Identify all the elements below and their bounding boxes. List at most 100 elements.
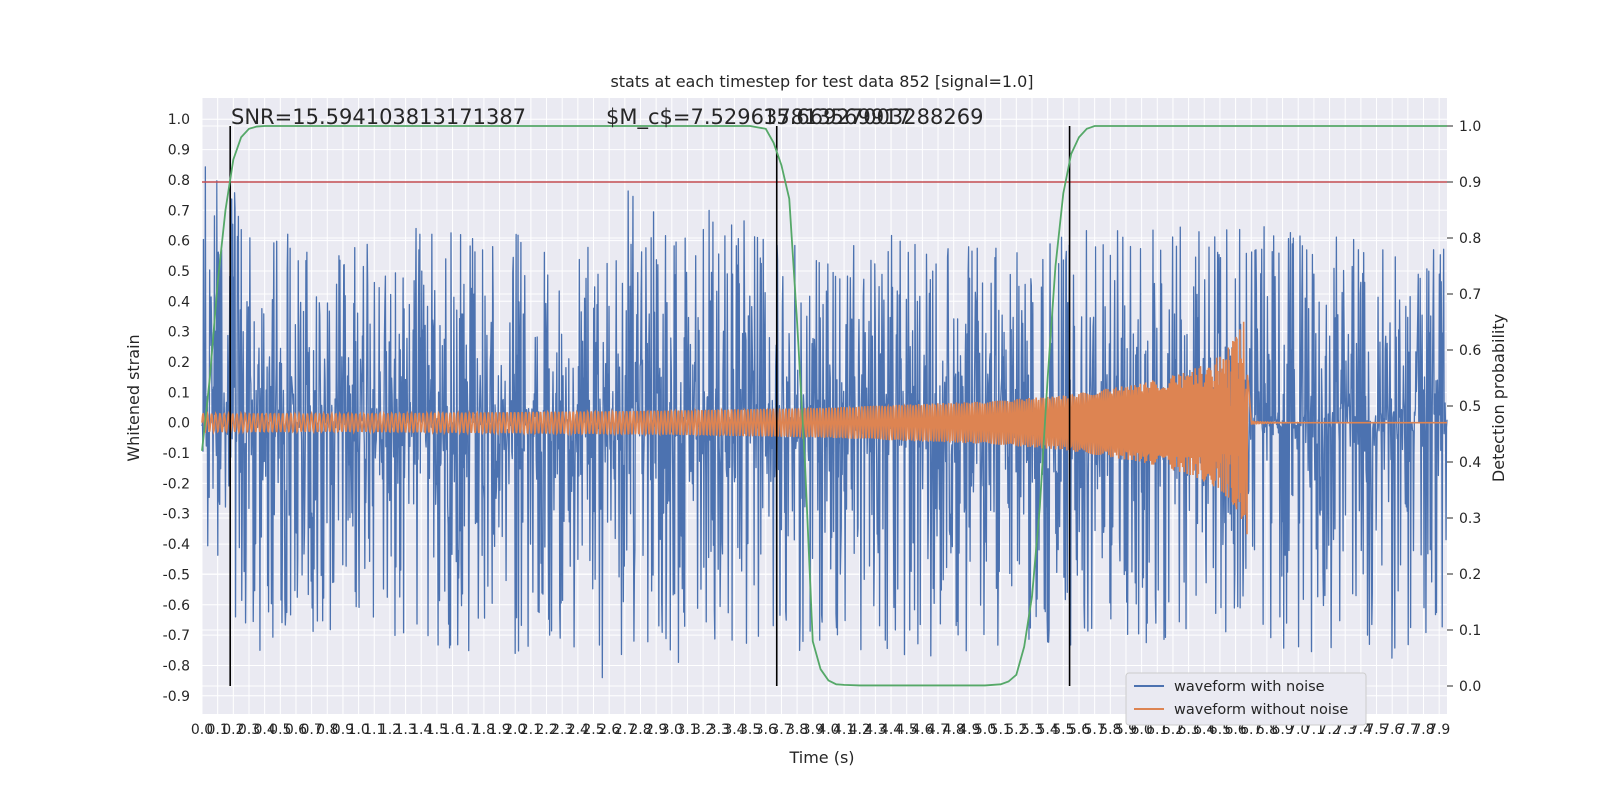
x-tick-label: 2.5	[582, 722, 604, 738]
x-tick-label: 7.4	[1350, 722, 1372, 738]
x-tick-label: 6.7	[1240, 722, 1262, 738]
x-tick-label: 3.4	[723, 722, 745, 738]
y2-tick-label: 0.3	[1459, 511, 1481, 527]
x-tick-label: 1.4	[410, 722, 432, 738]
x-tick-label: 6.5	[1209, 722, 1231, 738]
x-tick-label: 2.3	[551, 722, 573, 738]
x-tick-label: 2.8	[629, 722, 651, 738]
x-tick-label: 7.6	[1381, 722, 1403, 738]
x-tick-label: 6.6	[1224, 722, 1246, 738]
x-tick-label: 6.9	[1271, 722, 1293, 738]
mc-annotation: $M_c$=7.529637813569917	[606, 105, 911, 130]
x-tick-label: 5.3	[1021, 722, 1043, 738]
x-tick-label: 2.1	[520, 722, 542, 738]
y-tick-label: -0.3	[163, 507, 190, 523]
y-tick-label: 0.7	[168, 203, 190, 219]
y-tick-label: -0.9	[163, 689, 190, 705]
x-tick-label: 0.4	[254, 722, 276, 738]
x-tick-label: 4.9	[958, 722, 980, 738]
x-tick-label: 4.3	[864, 722, 886, 738]
x-tick-label: 4.0	[817, 722, 839, 738]
series-detection-probability	[201, 125, 1447, 687]
x-tick-label: 3.3	[708, 722, 730, 738]
x-tick-label: 3.9	[802, 722, 824, 738]
x-tick-label: 7.5	[1365, 722, 1387, 738]
x-tick-label: 6.0	[1130, 722, 1152, 738]
x-tick-label: 3.5	[739, 722, 761, 738]
x-tick-label: 1.3	[394, 722, 416, 738]
y-tick-label: 0.0	[168, 416, 190, 432]
y-axis-label: Whitened strain	[124, 334, 143, 461]
y2-tick-label: 0.2	[1459, 567, 1481, 583]
y-tick-label: 0.9	[168, 143, 190, 159]
x-tick-label: 3.6	[755, 722, 777, 738]
x-tick-label: 1.5	[426, 722, 448, 738]
y-tick-label: 1.0	[168, 112, 190, 128]
x-tick-label: 0.3	[238, 722, 260, 738]
x-tick-label: 4.1	[833, 722, 855, 738]
x-tick-label: 7.3	[1334, 722, 1356, 738]
x-tick-label: 1.1	[363, 722, 385, 738]
x-tick-label: 1.8	[473, 722, 495, 738]
y-tick-label: -0.5	[163, 567, 190, 583]
y2-tick-label: 0.6	[1459, 343, 1481, 359]
x-tick-label: 5.5	[1052, 722, 1074, 738]
x-tick-label: 0.5	[269, 722, 291, 738]
legend-box	[1125, 672, 1367, 726]
y-tick-label: -0.6	[163, 598, 190, 614]
series-waveform-with-noise	[201, 166, 1448, 679]
x-tick-label: 4.5	[896, 722, 918, 738]
y2-axis-label: Detection probability	[1489, 314, 1508, 482]
x-tick-label: 7.8	[1412, 722, 1434, 738]
x-tick-label: 0.7	[300, 722, 322, 738]
x-tick-label: 7.2	[1318, 722, 1340, 738]
x-tick-label: 5.6	[1068, 722, 1090, 738]
x-tick-label: 0.2	[222, 722, 244, 738]
x-tick-label: 0.9	[332, 722, 354, 738]
legend-label-clean: waveform without noise	[1174, 702, 1348, 718]
x-axis-label: Time (s)	[788, 748, 854, 767]
y-tick-label: 0.4	[168, 294, 190, 310]
legend-label-noise: waveform with noise	[1174, 679, 1325, 695]
y-tick-label: -0.8	[163, 658, 190, 674]
x-tick-label: 6.2	[1162, 722, 1184, 738]
x-tick-label: 3.2	[692, 722, 714, 738]
y2-tick-label: 0.8	[1459, 231, 1481, 247]
y2-tick-labels: 0.0 0.1 0.2 0.3 0.4 0.5 0.6 0.7 0.8 0.9 1.0	[1447, 119, 1481, 695]
y2-tick-label: 0.4	[1459, 455, 1481, 471]
y-tick-label: 0.3	[168, 325, 190, 341]
x-tick-label: 5.1	[990, 722, 1012, 738]
y-tick-label: 0.5	[168, 264, 190, 280]
probability-line	[201, 125, 1447, 687]
x-tick-label: 6.1	[1146, 722, 1168, 738]
x-tick-label: 3.1	[676, 722, 698, 738]
x-tick-label: 2.2	[535, 722, 557, 738]
y-tick-label: -0.7	[163, 628, 190, 644]
x-tick-label: 5.0	[974, 722, 996, 738]
x-tick-label: 4.7	[927, 722, 949, 738]
x-tick-label: 1.0	[347, 722, 369, 738]
y-tick-label: -0.2	[163, 476, 190, 492]
clean-waveform-line	[201, 321, 1447, 535]
x-tick-label: 2.6	[598, 722, 620, 738]
x-tick-label: 1.7	[457, 722, 479, 738]
y2-tick-label: 0.1	[1459, 623, 1481, 639]
chart-title: stats at each timestep for test data 852…	[610, 72, 1033, 91]
x-tick-label: 3.0	[661, 722, 683, 738]
x-tick-label: 2.7	[614, 722, 636, 738]
x-tick-label: 7.7	[1397, 722, 1419, 738]
y-tick-labels: -0.9 -0.8 -0.7 -0.6 -0.5 -0.4 -0.3 -0.2 -0.1 0.0 0…	[163, 112, 190, 705]
snr-annotation: SNR=15.594103813171387	[231, 105, 526, 129]
x-tick-label: 7.1	[1303, 722, 1325, 738]
y-tick-label: -0.4	[163, 537, 190, 553]
y-tick-label: -0.1	[163, 446, 190, 462]
noise-waveform-line	[201, 166, 1448, 679]
x-tick-label: 5.7	[1084, 722, 1106, 738]
x-tick-label: 4.8	[943, 722, 965, 738]
x-tick-label: 4.6	[911, 722, 933, 738]
y2-tick-label: 0.5	[1459, 399, 1481, 415]
overlap-annotation: 15.66927003288269	[763, 105, 983, 129]
y-tick-label: 0.6	[168, 234, 190, 250]
x-tick-label: 2.0	[504, 722, 526, 738]
